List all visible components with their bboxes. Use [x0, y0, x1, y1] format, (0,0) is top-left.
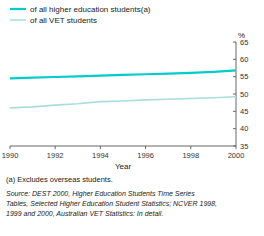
y-tick-label: 60: [240, 55, 248, 64]
y-tick: [233, 94, 236, 95]
y-tick-label: 35: [240, 142, 248, 151]
legend-label: of all VET students: [30, 16, 97, 25]
source-note: Source: DEST 2000, Higher Education Stud…: [6, 190, 195, 198]
y-tick: [233, 128, 236, 129]
x-tick-label: 2000: [228, 151, 245, 160]
y-tick-label: 45: [240, 107, 248, 116]
y-tick: [233, 76, 236, 77]
y-tick-label: 40: [240, 124, 248, 133]
y-tick-label: 55: [240, 72, 248, 81]
x-tick: [10, 146, 11, 149]
x-tick: [190, 146, 191, 149]
legend-label: of all higher education students(a): [30, 5, 151, 14]
x-tick-label: 1990: [2, 151, 19, 160]
x-tick: [100, 146, 101, 149]
y-tick: [233, 146, 236, 147]
x-axis-label: Year: [115, 162, 132, 171]
source-note: 1999 and 2000, Australian VET Statistics…: [6, 210, 163, 217]
x-tick-label: 1994: [92, 151, 109, 160]
y-tick: [233, 42, 236, 43]
x-tick-label: 1996: [137, 151, 154, 160]
y-tick: [233, 111, 236, 112]
legend-swatch: [10, 8, 26, 10]
footnote: (a) Excludes overseas students.: [6, 175, 113, 184]
source-note: Tables, Selected Higher Education Studen…: [6, 200, 217, 208]
legend-swatch: [10, 19, 26, 21]
x-tick-label: 1992: [47, 151, 64, 160]
y-axis-label: %: [238, 31, 245, 40]
y-tick-label: 50: [240, 90, 248, 99]
plot-area: [10, 70, 236, 107]
x-tick: [55, 146, 56, 149]
y-tick: [233, 59, 236, 60]
x-tick-label: 1998: [182, 151, 199, 160]
x-tick: [145, 146, 146, 149]
chart: of all higher education students(a) of al…: [0, 0, 264, 236]
x-axis-line: [10, 146, 236, 147]
series-line: [10, 97, 236, 108]
legend: of all higher education students(a) of al…: [10, 5, 151, 25]
series-line: [10, 70, 236, 78]
